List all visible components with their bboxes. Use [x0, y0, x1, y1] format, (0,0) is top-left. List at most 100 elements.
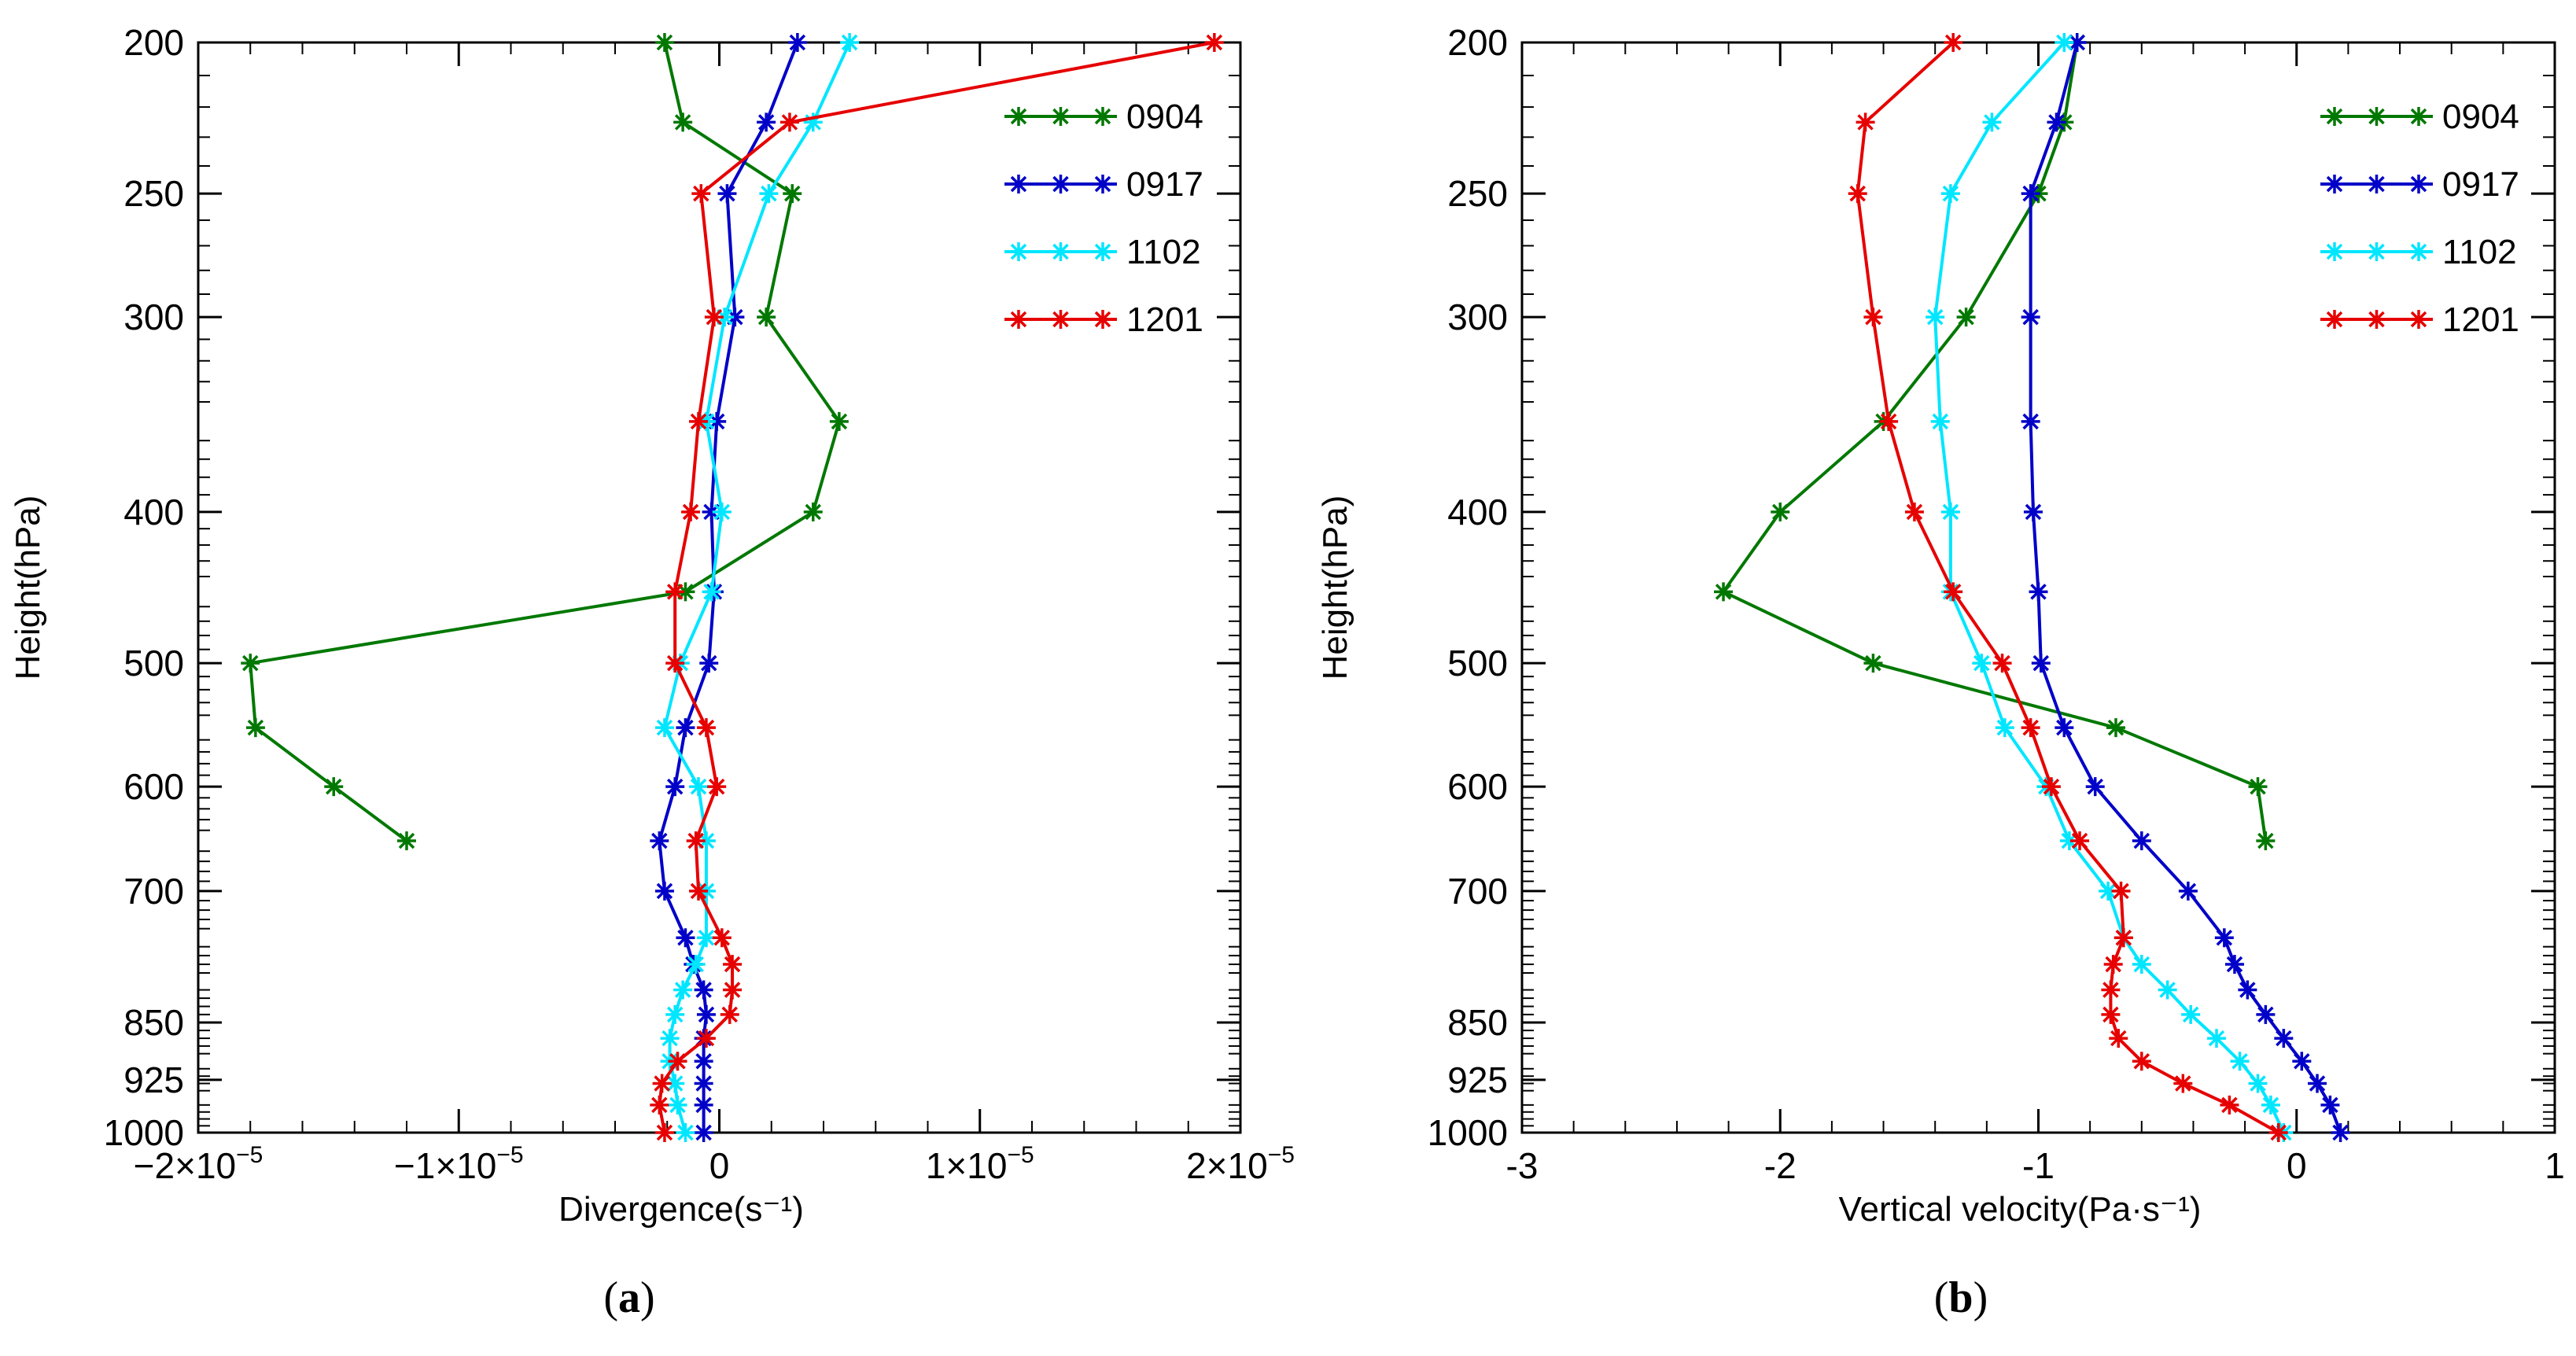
- x-tick-label: 0: [709, 1145, 730, 1186]
- data-point-1102: [665, 1074, 685, 1093]
- data-point-1201: [1944, 582, 1963, 602]
- legend: 0904 0917 1102 1201: [1004, 98, 1203, 339]
- data-point-0904: [245, 718, 265, 738]
- data-point-0917: [2029, 582, 2048, 602]
- series-line-1201: [658, 41, 1215, 1133]
- data-point-1201: [707, 777, 727, 797]
- data-point-1201: [720, 1004, 739, 1024]
- data-point-1102: [1995, 718, 2014, 738]
- data-point-1102: [1982, 112, 2002, 132]
- data-point-1201: [1879, 411, 1899, 431]
- x-tick-label: −1×10−5: [394, 1142, 524, 1186]
- x-tick-label: 1×10−5: [926, 1142, 1034, 1186]
- legend-marker-1102: [2367, 242, 2386, 261]
- x-axis-title: Divergence(s⁻¹): [558, 1190, 804, 1229]
- data-point-0917: [2047, 112, 2066, 132]
- data-point-0904: [757, 308, 776, 327]
- y-tick-label: 925: [123, 1059, 184, 1100]
- data-point-1201: [2070, 831, 2090, 851]
- data-point-0917: [757, 112, 776, 132]
- legend-marker-0904: [2325, 107, 2344, 126]
- series-line-0917: [2029, 42, 2342, 1133]
- y-tick-label: 850: [1447, 1002, 1508, 1043]
- data-point-0904: [2256, 831, 2276, 851]
- legend-marker-0904: [1051, 107, 1071, 126]
- data-point-0917: [2021, 184, 2040, 204]
- data-point-1201: [696, 718, 716, 738]
- data-point-1102: [1940, 184, 1960, 204]
- panel-caption: (a): [603, 1273, 654, 1322]
- data-point-0904: [2248, 777, 2268, 797]
- data-point-1201: [2103, 955, 2123, 975]
- legend-marker-1102: [2409, 242, 2428, 261]
- y-tick-label: 1000: [1428, 1112, 1508, 1153]
- data-point-0917: [650, 831, 669, 851]
- legend-marker-0904: [2409, 107, 2428, 126]
- data-point-0917: [2238, 980, 2257, 1000]
- legend-marker-0917: [1093, 175, 1112, 193]
- y-tick-label: 400: [123, 492, 184, 532]
- data-point-1102: [702, 582, 721, 602]
- data-point-0917: [2023, 502, 2043, 521]
- data-point-1201: [696, 1029, 716, 1048]
- data-point-1201: [2173, 1074, 2193, 1093]
- data-point-1102: [676, 1123, 695, 1142]
- data-point-0917: [2021, 411, 2040, 431]
- data-point-1102: [1940, 502, 1960, 521]
- legend-label-0904: 0904: [1126, 98, 1203, 136]
- data-point-1201: [1856, 112, 1875, 132]
- y-tick-label: 250: [1447, 173, 1508, 214]
- data-point-0917: [2224, 955, 2244, 975]
- legend-marker-1201: [2325, 310, 2344, 329]
- data-point-1102: [2261, 1095, 2280, 1115]
- data-point-1102: [654, 718, 674, 738]
- data-point-0917: [665, 777, 685, 797]
- data-point-0904: [397, 831, 416, 851]
- data-point-1201: [689, 411, 708, 431]
- legend: 0904 0917 1102 1201: [2320, 98, 2519, 339]
- legend-label-0917: 0917: [1126, 165, 1203, 204]
- data-point-1102: [696, 928, 716, 948]
- data-point-0917: [696, 1004, 716, 1024]
- series-line-0904: [1722, 42, 2268, 842]
- legend-marker-0917: [2325, 175, 2344, 193]
- y-tick-label: 925: [1447, 1059, 1508, 1100]
- chart-panel-b: 200 250 300 400 500 600 700 850 925 1000-3 -2 -1 0 1 V…: [1316, 22, 2565, 1322]
- x-tick-label: 2×10−5: [1186, 1142, 1295, 1186]
- data-point-0917: [2320, 1095, 2340, 1115]
- legend-marker-0917: [2409, 175, 2428, 193]
- data-point-0917: [676, 928, 695, 948]
- data-point-1201: [2109, 1029, 2128, 1048]
- data-point-1201: [686, 831, 706, 851]
- data-point-1201: [689, 881, 708, 901]
- legend-marker-1102: [1051, 242, 1071, 261]
- data-point-0917: [2308, 1074, 2327, 1093]
- data-point-0904: [1863, 654, 1883, 673]
- data-point-0917: [694, 1123, 713, 1142]
- y-tick-label: 700: [1447, 871, 1508, 912]
- data-point-1201: [2220, 1095, 2239, 1115]
- data-point-0917: [2031, 654, 2051, 673]
- data-point-0904: [783, 184, 802, 204]
- data-point-0917: [2292, 1052, 2312, 1071]
- data-point-0904: [676, 582, 695, 602]
- legend-marker-1102: [1093, 242, 1112, 261]
- y-tick-label: 850: [123, 1002, 184, 1043]
- legend-marker-0917: [1009, 175, 1028, 193]
- data-point-1102: [660, 1029, 680, 1048]
- data-point-1102: [715, 308, 735, 327]
- data-point-0917: [699, 654, 719, 673]
- data-point-1102: [759, 184, 779, 204]
- series-line-0904: [249, 42, 841, 842]
- legend-marker-1102: [2325, 242, 2344, 261]
- y-tick-label: 300: [1447, 297, 1508, 337]
- legend-marker-1201: [1093, 310, 1112, 329]
- data-point-1201: [691, 184, 711, 204]
- data-point-1102: [665, 1004, 685, 1024]
- data-point-1201: [2111, 881, 2131, 901]
- legend-label-0904: 0904: [2442, 98, 2519, 136]
- y-axis-title: Height(hPa): [9, 496, 47, 680]
- data-point-0904: [673, 112, 693, 132]
- y-tick-label: 600: [1447, 766, 1508, 807]
- legend-marker-0904: [2367, 107, 2386, 126]
